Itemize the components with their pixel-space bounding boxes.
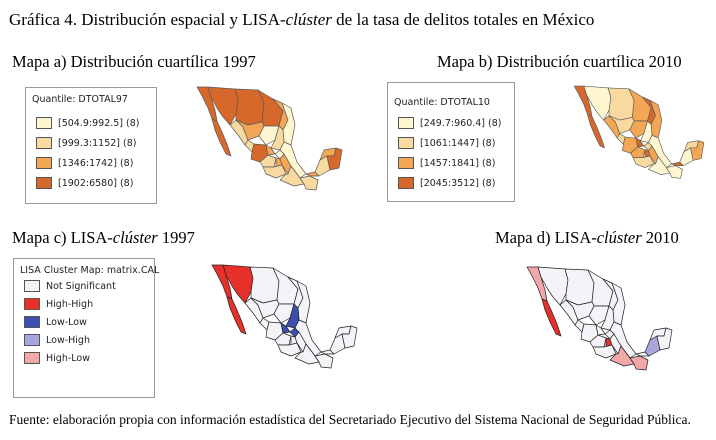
map-c-title: Mapa c) LISA-clúster 1997 xyxy=(12,228,195,247)
legend-swatch xyxy=(24,298,40,310)
state-quintana-roo xyxy=(341,325,358,349)
legend-title: LISA Cluster Map: matrix.CAL xyxy=(20,265,160,276)
state-quintana-roo xyxy=(326,147,343,171)
legend-item: [1061:1447] (8) xyxy=(398,136,495,150)
state-michoacan xyxy=(274,332,292,346)
legend-count: (8) xyxy=(119,157,134,169)
legend-item: [999.3:1152] (8) xyxy=(36,136,136,150)
legend-label: Low-Low xyxy=(46,316,87,328)
legend-quantile-1997: Quantile: DTOTAL97 [504.9:992.5] (8) [999… xyxy=(25,87,157,204)
legend-item: [249.7:960.4] (8) xyxy=(398,116,501,130)
legend-swatch xyxy=(398,157,414,169)
legend-swatch xyxy=(398,177,414,189)
state-baja-california-sur xyxy=(541,298,562,337)
legend-swatch xyxy=(24,334,40,346)
legend-count: (8) xyxy=(126,117,140,129)
legend-count: (8) xyxy=(488,117,502,129)
legend-label: [1902:6580] xyxy=(58,177,117,189)
legend-label: [1346:1742] xyxy=(58,157,117,169)
map-b-mexico-quantile-2010 xyxy=(573,85,705,179)
map-b-title: Mapa b) Distribución cuartílica 2010 xyxy=(437,52,682,71)
state-chiapas xyxy=(666,165,683,179)
legend-lisa-cluster: LISA Cluster Map: matrix.CAL Not Signifi… xyxy=(13,258,159,398)
figure-title: Gráfica 4. Distribución espacial y LISA-… xyxy=(9,10,595,29)
legend-label: [2045:3512] xyxy=(420,177,479,189)
legend-title: Quantile: DTOTAL97 xyxy=(32,94,128,105)
legend-swatch xyxy=(24,280,40,292)
legend-swatch xyxy=(36,137,52,149)
state-guerrero xyxy=(632,155,655,168)
map-a-mexico-quantile-1997 xyxy=(196,86,343,191)
legend-item: Low-Low xyxy=(24,315,87,329)
legend-label: [999.3:1152] xyxy=(58,137,120,149)
legend-swatch xyxy=(36,177,52,189)
map-a-title: Mapa a) Distribución cuartílica 1997 xyxy=(12,52,256,71)
state-michoacan xyxy=(630,146,646,158)
state-chiapas xyxy=(314,353,334,369)
map-d-title: Mapa d) LISA-clúster 2010 xyxy=(495,228,679,247)
state-chiapas xyxy=(629,355,649,371)
legend-count: (8) xyxy=(119,177,134,189)
legend-swatch xyxy=(24,352,40,364)
legend-label: [504.9:992.5] xyxy=(58,117,124,129)
legend-label: Not Significant xyxy=(46,280,116,292)
legend-swatch xyxy=(36,157,52,169)
state-guerrero xyxy=(592,344,617,359)
state-baja-california-sur xyxy=(226,296,247,335)
source-note: Fuente: elaboración propia con informaci… xyxy=(9,412,691,427)
legend-swatch xyxy=(398,117,414,129)
legend-item: [1457:1841] (8) xyxy=(398,156,495,170)
legend-quantile-2010: Quantile: DTOTAL10 [249.7:960.4] (8) [106… xyxy=(387,82,515,202)
legend-label: [1061:1447] xyxy=(420,137,479,149)
state-quintana-roo xyxy=(690,140,705,161)
state-guerrero xyxy=(262,164,287,179)
legend-item: [1346:1742] (8) xyxy=(36,156,133,170)
legend-title: Quantile: DTOTAL10 xyxy=(394,97,490,108)
legend-swatch xyxy=(398,137,414,149)
state-chiapas xyxy=(299,175,319,191)
state-quintana-roo xyxy=(656,327,673,351)
legend-item: High-High xyxy=(24,297,93,311)
state-guerrero xyxy=(277,342,302,357)
legend-count: (8) xyxy=(481,137,496,149)
legend-item: High-Low xyxy=(24,351,90,365)
legend-label: High-Low xyxy=(46,352,90,364)
legend-label: Low-High xyxy=(46,334,90,346)
legend-item: [504.9:992.5] (8) xyxy=(36,116,139,130)
map-d-mexico-lisa-2010 xyxy=(526,266,673,371)
legend-count: (8) xyxy=(481,177,496,189)
legend-count: (8) xyxy=(123,137,137,149)
legend-label: High-High xyxy=(46,298,94,310)
legend-item: [2045:3512] (8) xyxy=(398,176,495,190)
state-michoacan xyxy=(259,154,277,168)
legend-item: Not Significant xyxy=(24,279,116,293)
state-michoacan xyxy=(589,334,607,348)
legend-count: (8) xyxy=(481,157,496,169)
legend-label: [249.7:960.4] xyxy=(420,117,486,129)
map-c-mexico-lisa-1997 xyxy=(211,264,358,369)
legend-swatch xyxy=(36,117,52,129)
legend-item: [1902:6580] (8) xyxy=(36,176,133,190)
state-baja-california-sur xyxy=(211,118,232,157)
state-baja-california-sur xyxy=(587,114,605,149)
legend-label: [1457:1841] xyxy=(420,157,479,169)
legend-swatch xyxy=(24,316,40,328)
legend-item: Low-High xyxy=(24,333,90,347)
